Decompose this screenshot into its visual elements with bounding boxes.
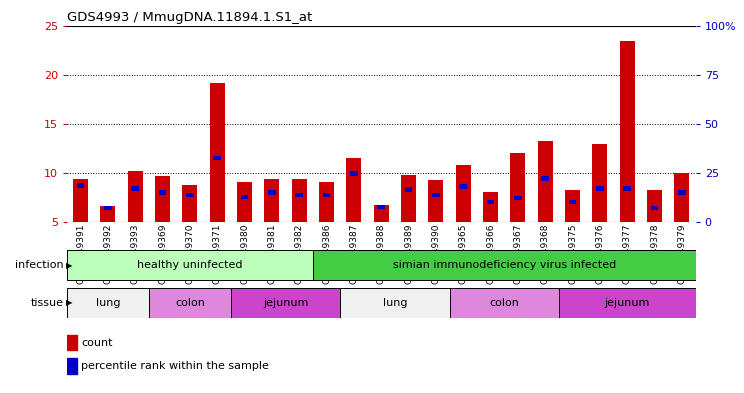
Text: lung: lung — [382, 298, 407, 308]
Bar — [405, 187, 412, 191]
Bar — [67, 288, 149, 318]
Text: simian immunodeficiency virus infected: simian immunodeficiency virus infected — [393, 260, 616, 270]
Bar — [268, 190, 276, 195]
Bar — [350, 171, 358, 176]
Bar — [155, 176, 170, 222]
Bar — [73, 179, 88, 222]
Bar — [483, 191, 498, 222]
Text: GDS4993 / MmugDNA.11894.1.S1_at: GDS4993 / MmugDNA.11894.1.S1_at — [67, 11, 312, 24]
Bar — [323, 193, 330, 197]
Bar — [128, 171, 143, 222]
Bar — [569, 200, 577, 204]
Text: lung: lung — [96, 298, 121, 308]
Bar — [104, 206, 112, 210]
Bar — [620, 41, 635, 222]
Bar — [647, 189, 662, 222]
Bar — [542, 176, 549, 181]
Bar — [592, 144, 608, 222]
Text: count: count — [81, 338, 113, 348]
Bar — [651, 206, 658, 210]
Text: jejunum: jejunum — [605, 298, 650, 308]
Bar — [510, 153, 525, 222]
Bar — [100, 206, 115, 222]
Bar — [214, 156, 221, 160]
Bar — [77, 183, 85, 187]
Text: jejunum: jejunum — [263, 298, 308, 308]
Bar — [678, 190, 686, 195]
Bar — [186, 193, 193, 197]
Text: infection: infection — [15, 260, 63, 270]
Bar — [132, 186, 139, 191]
Bar — [210, 83, 225, 222]
Bar — [565, 189, 580, 222]
Bar — [456, 165, 471, 222]
Bar — [295, 193, 303, 197]
Bar — [241, 195, 248, 199]
Text: tissue: tissue — [31, 298, 63, 308]
Bar — [623, 186, 631, 191]
Bar — [559, 288, 696, 318]
Bar — [432, 193, 440, 197]
Bar — [231, 288, 340, 318]
Bar — [675, 173, 690, 222]
Bar — [149, 288, 231, 318]
Bar — [264, 179, 280, 222]
Bar — [401, 175, 416, 222]
Bar — [514, 196, 522, 200]
Bar — [487, 200, 495, 204]
Bar — [292, 179, 307, 222]
Text: healthy uninfected: healthy uninfected — [137, 260, 243, 270]
Text: colon: colon — [490, 298, 519, 308]
Bar — [319, 182, 334, 222]
Text: colon: colon — [175, 298, 205, 308]
Bar — [377, 205, 385, 209]
Bar — [67, 250, 313, 280]
Bar — [67, 335, 77, 350]
Bar — [460, 184, 467, 189]
Bar — [449, 288, 559, 318]
Bar — [237, 182, 252, 222]
Bar — [67, 358, 77, 373]
Bar — [340, 288, 449, 318]
Bar — [373, 205, 389, 222]
Bar — [313, 250, 696, 280]
Bar — [596, 186, 604, 191]
Bar — [158, 190, 167, 195]
Text: ▶: ▶ — [66, 261, 73, 270]
Text: percentile rank within the sample: percentile rank within the sample — [81, 361, 269, 371]
Text: ▶: ▶ — [66, 298, 73, 307]
Bar — [347, 158, 362, 222]
Bar — [429, 180, 443, 222]
Bar — [182, 185, 197, 222]
Bar — [538, 141, 553, 222]
